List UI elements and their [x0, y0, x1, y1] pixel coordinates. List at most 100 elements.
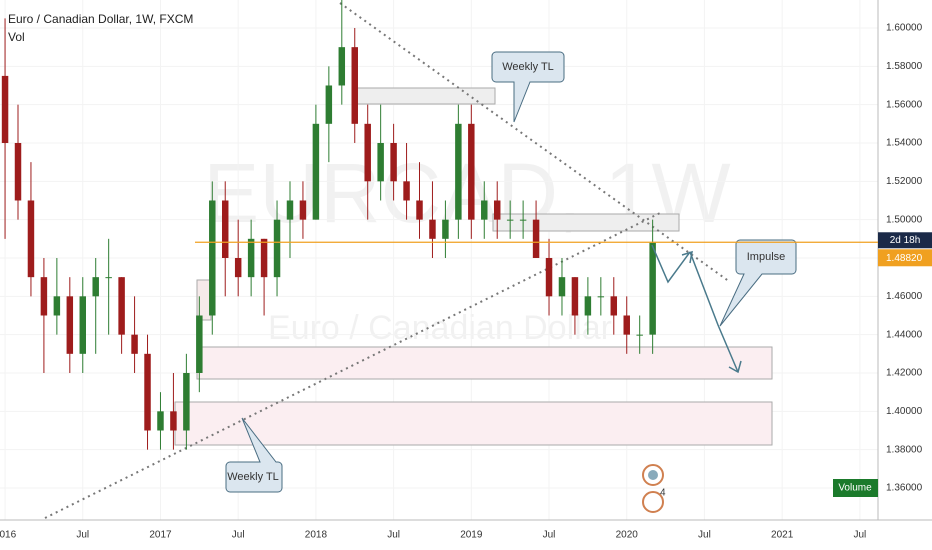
zone — [492, 213, 680, 232]
y-tick-label: 1.52000 — [886, 176, 923, 187]
volume-tag — [833, 479, 878, 497]
event-icon-inner — [648, 470, 658, 480]
y-tick-label: 1.56000 — [886, 99, 923, 110]
y-tick-label: 1.38000 — [886, 444, 923, 455]
candle-body — [1, 75, 9, 143]
candle-body — [584, 296, 592, 316]
watermark-subtitle: Euro / Canadian Dollar — [268, 309, 612, 347]
candle-body — [649, 242, 656, 335]
event-count: 4 — [660, 488, 666, 499]
x-tick-label: Jul — [232, 530, 245, 541]
candle-body — [14, 142, 22, 201]
y-tick-label: 1.60000 — [886, 23, 923, 34]
x-tick-label: 2016 — [0, 530, 17, 541]
y-tick-label: 1.54000 — [886, 138, 923, 149]
candle-body — [506, 219, 514, 221]
candle-body — [157, 411, 164, 431]
candle-body — [429, 219, 436, 239]
candle-body — [610, 296, 618, 316]
candle-body — [170, 411, 177, 431]
candle-body — [623, 315, 630, 335]
annotation: Impulse — [747, 251, 786, 263]
candle-body — [416, 200, 423, 220]
callout — [491, 51, 565, 123]
candle-body — [79, 296, 86, 354]
x-tick-label: 2019 — [460, 530, 483, 541]
projection — [689, 251, 739, 373]
y-tick-label: 1.44000 — [886, 329, 923, 340]
y-tick-label: 1.50000 — [886, 214, 923, 225]
candle-body — [545, 257, 553, 297]
price-axis-bg — [878, 0, 932, 550]
candle-body — [286, 200, 294, 220]
annotation: Weekly TL — [502, 61, 554, 73]
candles — [1, 0, 656, 450]
candle-body — [196, 315, 203, 373]
x-tick-label: 2018 — [305, 530, 328, 541]
candle-body — [403, 181, 410, 201]
x-tick-label: Jul — [853, 530, 866, 541]
y-tick-label: 1.42000 — [886, 368, 923, 379]
candle-body — [455, 123, 462, 220]
candle-body — [209, 200, 216, 316]
last-price-label: 1.48820 — [886, 253, 923, 264]
candle-body — [273, 219, 281, 278]
annotation: Weekly TL — [227, 471, 279, 483]
candle-body — [338, 47, 346, 86]
zone — [196, 346, 773, 380]
candle-body — [442, 219, 449, 239]
candle-body — [481, 200, 488, 220]
countdown-tag — [878, 232, 932, 249]
candle-body — [597, 296, 605, 298]
candle-body — [364, 123, 371, 182]
countdown: 2d 18h — [890, 235, 921, 246]
candle-body — [377, 142, 384, 182]
candle-body — [260, 238, 268, 278]
x-tick-label: Jul — [698, 530, 711, 541]
candle-body — [519, 219, 527, 221]
chart-subtitle: Vol — [8, 30, 25, 44]
candle-body — [105, 277, 112, 279]
volume-label: Volume — [838, 483, 872, 494]
candle-body — [312, 123, 320, 220]
y-tick-label: 1.40000 — [886, 406, 923, 417]
candle-body — [66, 296, 74, 354]
arrow-head — [681, 250, 693, 264]
candle-body — [53, 296, 61, 316]
candle-body — [636, 334, 643, 336]
y-tick-label: 1.46000 — [886, 291, 923, 302]
trendline — [339, 2, 731, 283]
candle-body — [92, 277, 99, 297]
candle-body — [468, 123, 475, 220]
candle-body — [299, 200, 307, 220]
candle-body — [493, 200, 501, 220]
candle-body — [27, 200, 35, 278]
x-tick-label: 2020 — [616, 530, 639, 541]
candle-body — [571, 277, 579, 316]
x-tick-label: Jul — [76, 530, 89, 541]
candle-body — [247, 238, 255, 278]
candle-body — [390, 142, 397, 182]
candle-body — [532, 219, 540, 258]
candle-body — [131, 334, 138, 354]
zone — [174, 401, 773, 446]
arrow-head — [728, 360, 742, 374]
candle-body — [558, 277, 566, 297]
candle-body — [351, 47, 358, 124]
y-tick-label: 1.36000 — [886, 483, 923, 494]
candle-body — [40, 277, 48, 316]
trendline — [44, 212, 661, 519]
event-icon[interactable] — [642, 491, 664, 513]
candle-body — [325, 85, 333, 124]
candle-body — [144, 353, 151, 431]
chart-title: Euro / Canadian Dollar, 1W, FXCM — [8, 12, 193, 26]
candle-body — [234, 257, 242, 278]
zone — [351, 87, 496, 105]
x-tick-label: 2017 — [149, 530, 172, 541]
x-tick-label: 2021 — [771, 530, 794, 541]
callout — [225, 417, 283, 493]
x-tick-label: Jul — [543, 530, 556, 541]
candle-body — [183, 372, 190, 431]
candle-body — [221, 200, 229, 258]
